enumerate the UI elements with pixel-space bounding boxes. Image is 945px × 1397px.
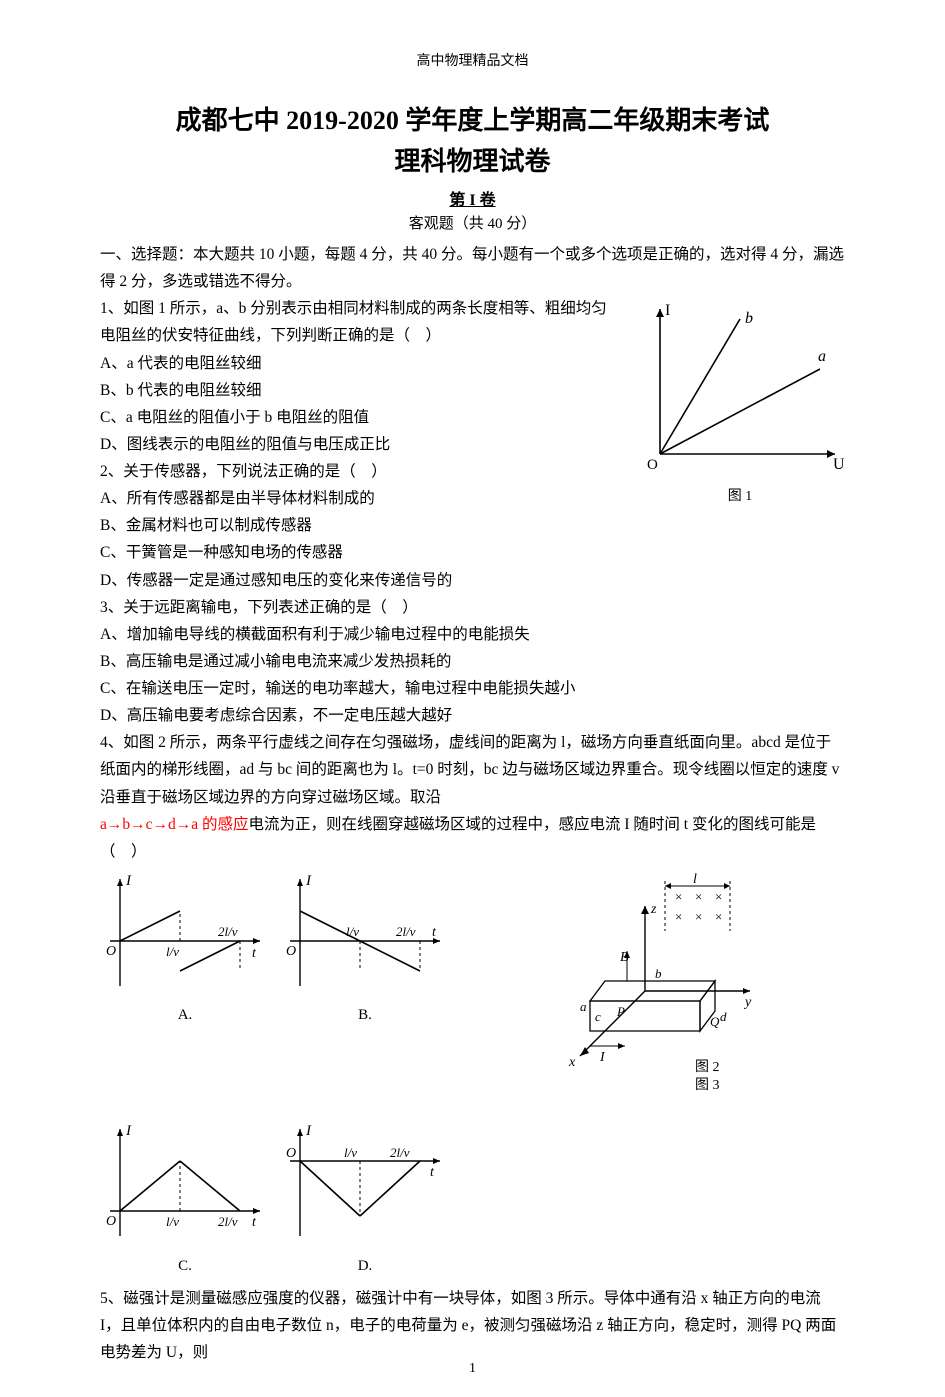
svg-text:O: O (286, 944, 296, 959)
svg-text:×: × (715, 909, 722, 924)
q4-option-c-label: C. (100, 1253, 270, 1279)
svg-text:t: t (430, 1165, 435, 1180)
svg-text:2l/v: 2l/v (218, 924, 238, 939)
q4-stem-red: a→b→c→d→a 的感应 (100, 816, 249, 833)
fig1-axis-x: U (833, 456, 845, 473)
svg-text:O: O (106, 944, 116, 959)
exam-title-line1: 成都七中 2019-2020 学年度上学期高二年级期末考试 (100, 100, 845, 137)
q3-option-a: A、增加输电导线的横截面积有利于减少输电过程中的电能损失 (100, 621, 845, 648)
fig1-line-a-label: a (818, 348, 826, 365)
q2-option-c: C、干簧管是一种感知电场的传感器 (100, 539, 845, 566)
svg-text:P: P (616, 1004, 625, 1019)
q2-option-b: B、金属材料也可以制成传感器 (100, 512, 845, 539)
fig1-axis-y: I (665, 302, 670, 319)
svg-text:l: l (693, 872, 697, 887)
svg-text:O: O (106, 1214, 116, 1229)
svg-text:×: × (675, 909, 682, 924)
fig1-line-b-label: b (745, 310, 753, 327)
svg-text:l/v: l/v (166, 944, 179, 959)
svg-text:Q: Q (710, 1014, 720, 1029)
q4-option-b-label: B. (280, 1002, 450, 1028)
q4-graph-a: I O l/v 2l/v t A. (100, 871, 270, 1029)
svg-text:l/v: l/v (166, 1214, 179, 1229)
svg-text:I: I (305, 873, 312, 889)
q4-stem-part2: a→b→c→d→a 的感应电流为正，则在线圈穿越磁场区域的过程中，感应电流 I … (100, 811, 845, 865)
svg-text:I: I (599, 1050, 606, 1065)
q4-stem-part1: 4、如图 2 所示，两条平行虚线之间存在匀强磁场，虚线间的距离为 l，磁场方向垂… (100, 729, 845, 810)
svg-text:a: a (580, 999, 587, 1014)
svg-text:2l/v: 2l/v (396, 924, 416, 939)
q3-option-d: D、高压输电要考虑综合因素，不一定电压越大越好 (100, 702, 845, 729)
q4-graph-b: I O l/v 2l/v t B. (280, 871, 450, 1029)
svg-text:O: O (286, 1146, 296, 1161)
svg-text:2l/v: 2l/v (218, 1214, 238, 1229)
q3-stem: 3、关于远距离输电，下列表述正确的是（ ） (100, 594, 845, 621)
svg-text:×: × (695, 909, 702, 924)
svg-text:图 3: 图 3 (695, 1078, 720, 1093)
svg-text:l/v: l/v (346, 924, 359, 939)
svg-text:x: x (568, 1055, 576, 1070)
q4-option-d-label: D. (280, 1253, 450, 1279)
figure-1-caption: 图 1 (635, 485, 845, 510)
svg-text:×: × (695, 889, 702, 904)
part-sublabel: 客观题（共 40 分） (100, 212, 845, 233)
svg-text:I: I (125, 873, 132, 889)
svg-text:y: y (743, 995, 752, 1010)
section-instructions: 一、选择题：本大题共 10 小题，每题 4 分，共 40 分。每小题有一个或多个… (100, 241, 845, 295)
q3-option-b: B、高压输电是通过减小输电电流来减少发热损耗的 (100, 648, 845, 675)
svg-text:图 2: 图 2 (695, 1060, 720, 1075)
svg-text:t: t (252, 946, 257, 961)
q4-graph-c: I O l/v 2l/v t C. (100, 1121, 270, 1279)
svg-text:d: d (720, 1009, 727, 1024)
exam-title-line2: 理科物理试卷 (100, 141, 845, 178)
svg-text:l/v: l/v (344, 1145, 357, 1160)
q4-option-a-label: A. (100, 1002, 270, 1028)
q3-option-c: C、在输送电压一定时，输送的电功率越大，输电过程中电能损失越小 (100, 675, 845, 702)
svg-text:I: I (305, 1123, 312, 1139)
svg-text:×: × (675, 889, 682, 904)
q2-option-d: D、传感器一定是通过感知电压的变化来传递信号的 (100, 567, 845, 594)
figure-2-3: × × × × × × l z (460, 871, 845, 1116)
svg-text:z: z (650, 902, 657, 917)
document-header: 高中物理精品文档 (100, 50, 845, 70)
svg-text:I: I (125, 1123, 132, 1139)
figure-1: b a I U O 图 1 (635, 299, 845, 510)
svg-text:t: t (432, 925, 437, 940)
part-label: 第 I 卷 (100, 186, 845, 210)
svg-text:c: c (595, 1009, 601, 1024)
svg-text:b: b (655, 966, 662, 981)
svg-text:2l/v: 2l/v (390, 1145, 410, 1160)
svg-text:×: × (715, 889, 722, 904)
svg-text:t: t (252, 1215, 257, 1230)
q4-graph-d: I O l/v 2l/v t D. (280, 1121, 450, 1279)
page-number: 1 (0, 1361, 945, 1377)
fig1-origin: O (647, 457, 658, 473)
q5-stem: 5、磁强计是测量磁感应强度的仪器，磁强计中有一块导体，如图 3 所示。导体中通有… (100, 1285, 845, 1366)
